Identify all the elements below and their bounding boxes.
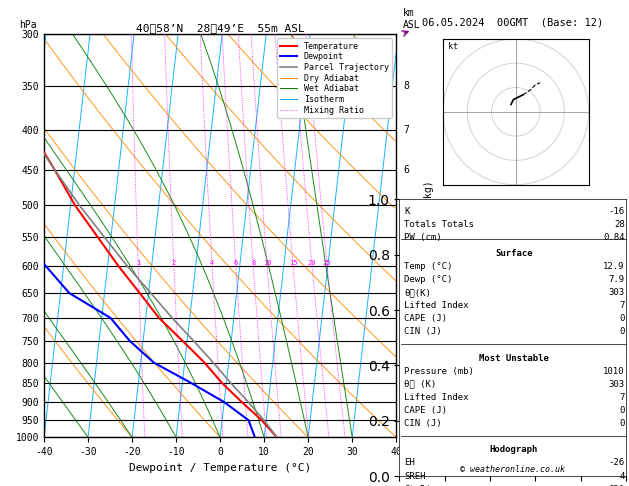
- Text: PW (cm): PW (cm): [404, 233, 442, 242]
- Text: 3: 3: [403, 313, 409, 323]
- Text: 4: 4: [210, 260, 214, 266]
- Text: 62°: 62°: [608, 485, 625, 486]
- Text: kt: kt: [448, 42, 458, 51]
- Text: 5: 5: [403, 232, 409, 242]
- Text: 0: 0: [619, 406, 625, 415]
- Text: © weatheronline.co.uk: © weatheronline.co.uk: [460, 465, 565, 474]
- Text: K: K: [404, 207, 410, 216]
- Text: 303: 303: [608, 380, 625, 389]
- Text: 0: 0: [619, 419, 625, 428]
- Text: 7: 7: [403, 125, 409, 136]
- Text: CIN (J): CIN (J): [404, 419, 442, 428]
- Text: km
ASL: km ASL: [403, 8, 421, 30]
- Text: θᴄ (K): θᴄ (K): [404, 380, 437, 389]
- Text: 7: 7: [619, 301, 625, 310]
- Text: Lifted Index: Lifted Index: [404, 301, 469, 310]
- Text: 0: 0: [619, 327, 625, 336]
- Text: CAPE (J): CAPE (J): [404, 314, 447, 323]
- X-axis label: Dewpoint / Temperature (°C): Dewpoint / Temperature (°C): [129, 463, 311, 473]
- Text: 06.05.2024  00GMT  (Base: 12): 06.05.2024 00GMT (Base: 12): [422, 17, 603, 27]
- Text: 1: 1: [403, 397, 409, 407]
- Text: Surface: Surface: [495, 248, 533, 258]
- Text: Temp (°C): Temp (°C): [404, 261, 453, 271]
- Text: Mixing Ratio (g/kg): Mixing Ratio (g/kg): [425, 180, 435, 292]
- Text: -26: -26: [608, 458, 625, 468]
- Text: 10: 10: [263, 260, 271, 266]
- Text: 6: 6: [403, 165, 409, 175]
- Text: StmDir: StmDir: [404, 485, 437, 486]
- Text: 1: 1: [136, 260, 140, 266]
- Title: 40֋58’N  28֋49’E  55m ASL: 40֋58’N 28֋49’E 55m ASL: [136, 23, 304, 33]
- Text: hPa: hPa: [19, 20, 37, 30]
- Text: 1010: 1010: [603, 366, 625, 376]
- Text: θᴄ(K): θᴄ(K): [404, 288, 431, 297]
- Text: -16: -16: [608, 207, 625, 216]
- Text: Dewp (°C): Dewp (°C): [404, 275, 453, 284]
- Text: 6: 6: [234, 260, 238, 266]
- Text: Most Unstable: Most Unstable: [479, 353, 549, 363]
- Text: Totals Totals: Totals Totals: [404, 220, 474, 229]
- Text: 20: 20: [308, 260, 316, 266]
- Text: 4: 4: [619, 471, 625, 481]
- Legend: Temperature, Dewpoint, Parcel Trajectory, Dry Adiabat, Wet Adiabat, Isotherm, Mi: Temperature, Dewpoint, Parcel Trajectory…: [277, 38, 392, 118]
- Text: CIN (J): CIN (J): [404, 327, 442, 336]
- Text: 7.9: 7.9: [608, 275, 625, 284]
- Text: 0: 0: [619, 314, 625, 323]
- Text: Lifted Index: Lifted Index: [404, 393, 469, 402]
- Text: 2: 2: [403, 358, 409, 367]
- Text: Pressure (mb): Pressure (mb): [404, 366, 474, 376]
- Text: 303: 303: [608, 288, 625, 297]
- Text: 12.9: 12.9: [603, 261, 625, 271]
- Text: Hodograph: Hodograph: [490, 445, 538, 454]
- Text: LCL: LCL: [403, 415, 421, 425]
- Text: 15: 15: [289, 260, 298, 266]
- Text: 25: 25: [323, 260, 331, 266]
- Text: 7: 7: [619, 393, 625, 402]
- Text: 4: 4: [403, 261, 409, 271]
- Text: 2: 2: [172, 260, 176, 266]
- Text: 8: 8: [403, 81, 409, 91]
- Text: CAPE (J): CAPE (J): [404, 406, 447, 415]
- Text: SREH: SREH: [404, 471, 426, 481]
- Text: 0.84: 0.84: [603, 233, 625, 242]
- Text: EH: EH: [404, 458, 415, 468]
- Text: 8: 8: [251, 260, 255, 266]
- Text: 28: 28: [614, 220, 625, 229]
